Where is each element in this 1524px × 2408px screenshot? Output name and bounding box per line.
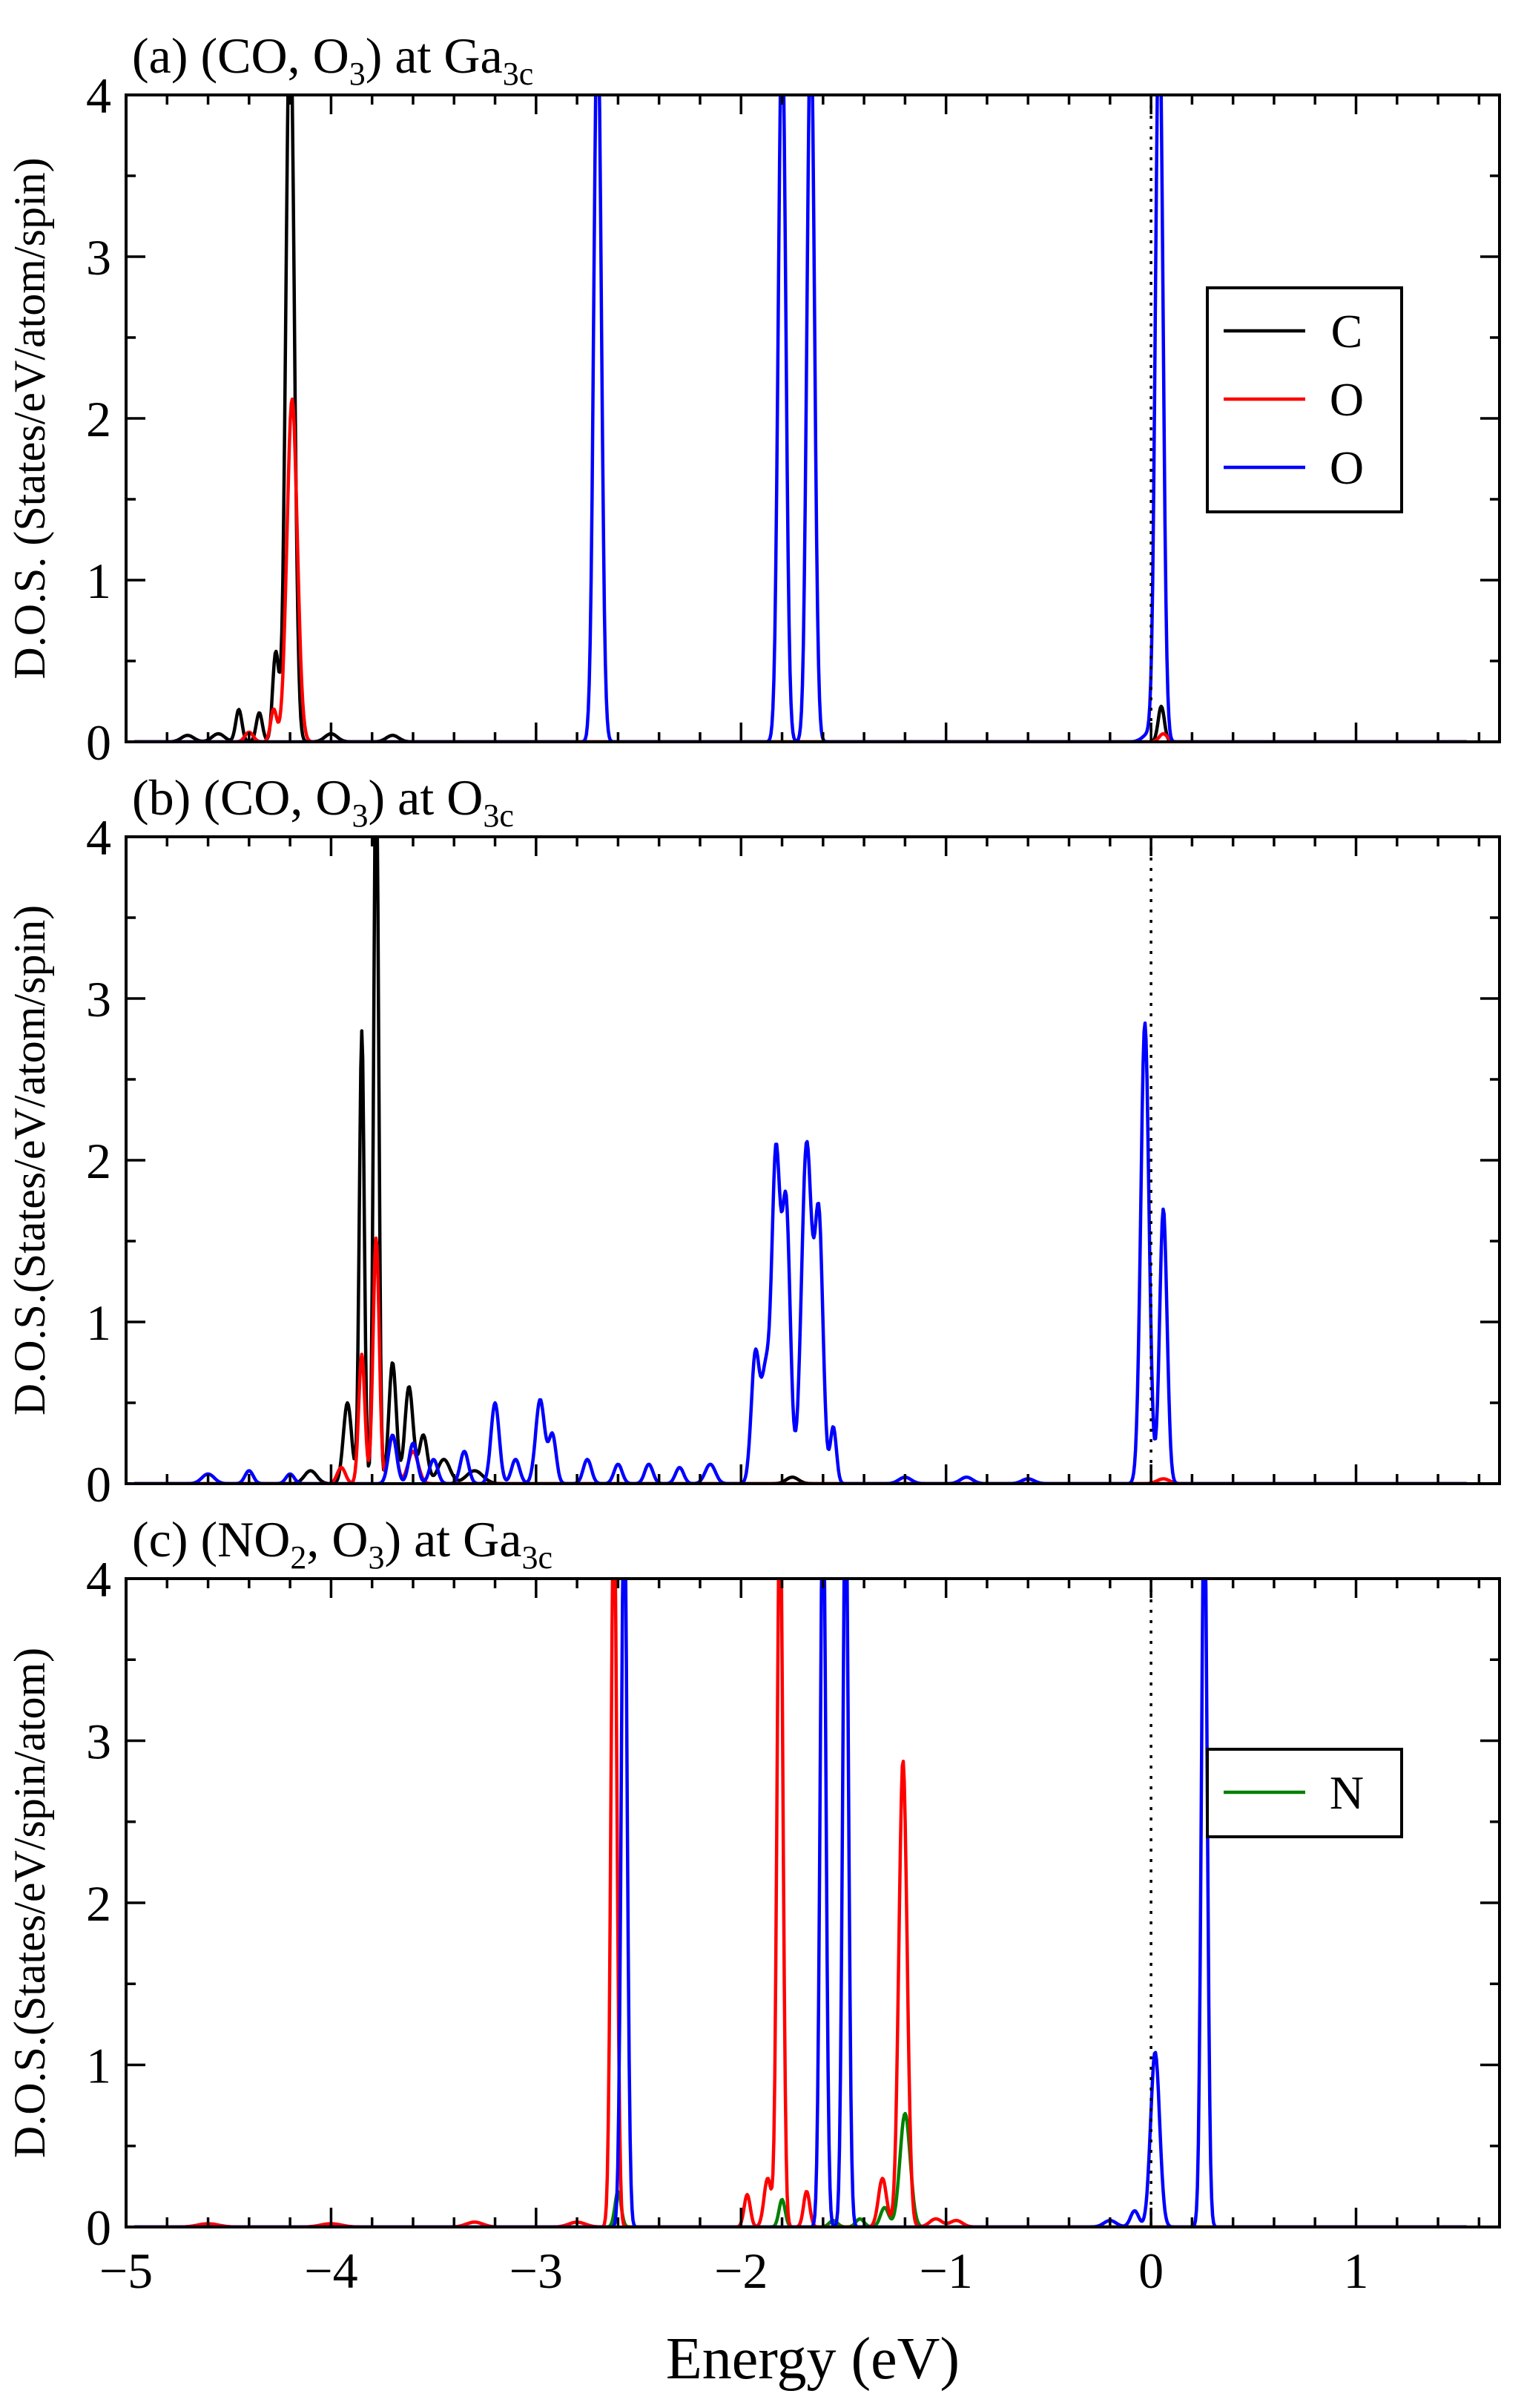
x-tick-label: −4 (304, 2243, 357, 2299)
y-tick-label: 2 (86, 1875, 111, 1932)
x-axis-label: Energy (eV) (666, 2326, 960, 2392)
panel-3: 0 1 2 3 4 −5 −4 −3 −2 −1 0 1 D.O.S.(States/eV/spin/a… (5, 1511, 1501, 2299)
panel-2: 0 1 2 3 4 D.O.S.(States/eV/atom/spin) (b) (CO,… (5, 769, 1501, 1513)
plot-frame (125, 835, 1501, 1485)
y-tick-label: 3 (86, 1714, 111, 1770)
y-tick-label: 1 (86, 2038, 111, 2094)
legend-label: O (1330, 373, 1364, 426)
y-tick-label: 1 (86, 1295, 111, 1351)
x-tick-label: 0 (1138, 2243, 1164, 2299)
x-tick-label: 1 (1344, 2243, 1369, 2299)
x-tick-label: −3 (509, 2243, 563, 2299)
panel-title: (c) (NO2, O3) at Ga3c (132, 1511, 552, 1576)
y-tick-label: 2 (86, 391, 111, 447)
y-tick-label: 4 (86, 1551, 111, 1608)
y-tick-label: 4 (86, 68, 111, 124)
series-line-3 (133, 95, 1468, 742)
panel-1: 0 1 2 3 4 D.O.S. (States/eV/atom/spin) (a) (CO… (5, 27, 1501, 771)
y-axis-label: D.O.S.(States/eV/atom/spin) (5, 905, 54, 1415)
legend-label: C (1331, 305, 1363, 358)
y-tick-label: 4 (86, 809, 111, 866)
y-tick-label: 2 (86, 1133, 111, 1189)
series-line-3 (133, 1579, 1468, 2227)
x-tick-label: −1 (919, 2243, 972, 2299)
y-tick-label: 3 (86, 971, 111, 1027)
series-line-2 (133, 1236, 1468, 1484)
series-group (133, 95, 1468, 742)
series-group (133, 837, 1468, 1484)
legend-label: N (1330, 1766, 1364, 1819)
y-tick-label: 0 (86, 2200, 111, 2256)
legend: COO (1206, 286, 1403, 513)
series-line-1 (133, 2111, 1468, 2227)
y-tick-label: 1 (86, 553, 111, 609)
legend-label: O (1330, 441, 1364, 494)
y-axis-label: D.O.S. (States/eV/atom/spin) (5, 157, 54, 679)
y-tick-label: 0 (86, 1456, 111, 1513)
series-group (133, 1579, 1468, 2227)
series-line-1 (133, 837, 1468, 1484)
series-line-3 (133, 1021, 1468, 1484)
legend: N (1206, 1748, 1403, 1838)
plot-frame (125, 1577, 1501, 2228)
y-tick-label: 0 (86, 714, 111, 771)
x-tick-label: −2 (714, 2243, 768, 2299)
panel-title: (b) (CO, O3) at O3c (132, 769, 514, 834)
y-axis-label: D.O.S.(States/eV/spin/atom) (5, 1648, 54, 2158)
series-line-2 (133, 1579, 1468, 2227)
y-tick-label: 3 (86, 229, 111, 286)
panel-title: (a) (CO, O3) at Ga3c (132, 27, 533, 92)
x-tick-label: −5 (99, 2243, 153, 2299)
